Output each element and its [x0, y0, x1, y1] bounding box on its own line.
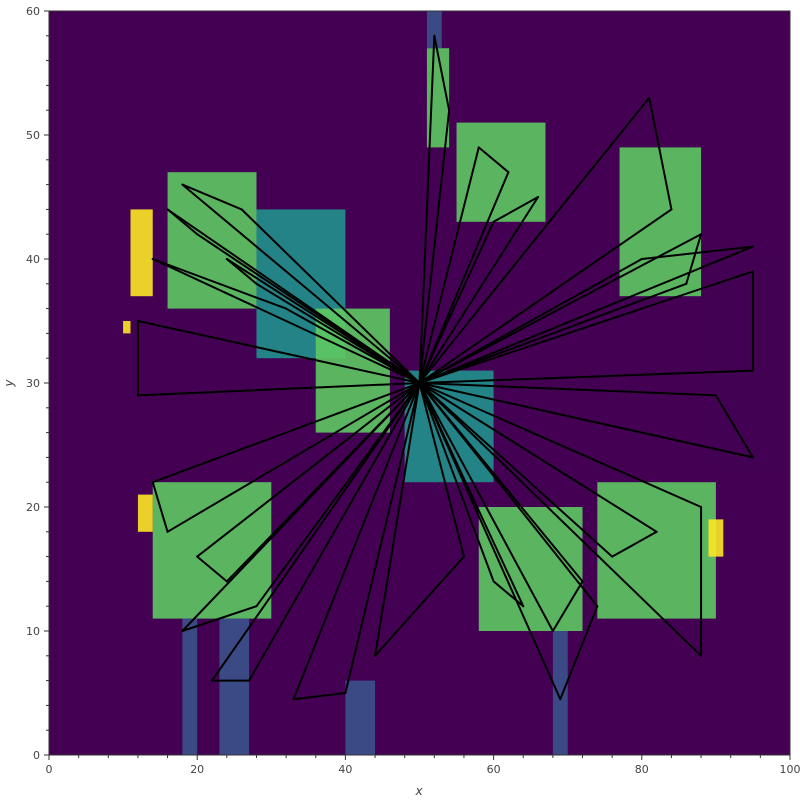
- trajectory-link: [640, 245, 754, 260]
- trajectory-segment: [151, 258, 421, 384]
- trajectory-link: [714, 394, 754, 459]
- trajectory-segment: [418, 233, 703, 384]
- trajectory-segment: [418, 382, 599, 608]
- trajectory-segment: [418, 245, 754, 384]
- trajectory-segment: [151, 382, 421, 484]
- trajectory-link: [181, 605, 258, 632]
- heatmap-cell: [597, 482, 716, 619]
- heatmap-cell: [426, 11, 442, 49]
- trajectory-layer: [136, 34, 754, 701]
- y-tick-label: 30: [26, 377, 40, 390]
- trajectory-segment: [418, 382, 554, 632]
- trajectory-segment: [418, 382, 754, 459]
- trajectory-segment: [166, 382, 421, 533]
- trajectory-link: [559, 605, 599, 701]
- heatmap-cell: [552, 631, 568, 755]
- x-tick-label: 60: [487, 763, 501, 776]
- trajectory-segment: [285, 307, 421, 384]
- trajectory-segment: [255, 382, 421, 608]
- y-tick-label: 20: [26, 501, 40, 514]
- trajectory-segment: [418, 382, 562, 701]
- trajectory-segment: [418, 258, 643, 384]
- trajectory-link: [151, 258, 288, 310]
- y-tick-label: 40: [26, 253, 40, 266]
- x-axis-label: x: [414, 784, 423, 798]
- x-tick-label: 40: [338, 763, 352, 776]
- trajectory-link: [551, 580, 584, 632]
- trajectory-segment: [418, 382, 717, 397]
- trajectory-link: [225, 258, 258, 285]
- trajectory-link: [374, 555, 465, 657]
- y-axis-label: y: [2, 379, 16, 388]
- trajectory-segment: [181, 183, 421, 384]
- trajectory-segment: [418, 382, 465, 558]
- trajectory-segment: [418, 270, 754, 384]
- trajectory-segment: [418, 369, 754, 384]
- y-tick-label: 10: [26, 625, 40, 638]
- heatmap-cell: [130, 209, 153, 297]
- trajectory-link: [492, 196, 540, 223]
- trajectory-link: [196, 555, 228, 583]
- trajectory-segment: [418, 382, 703, 508]
- trajectory-segment: [136, 320, 421, 384]
- x-tick-label: 0: [46, 763, 53, 776]
- trajectory-segment: [344, 382, 421, 694]
- trajectory-segment: [418, 208, 673, 384]
- trajectory-segment: [248, 382, 421, 682]
- trajectory-segment: [255, 282, 421, 384]
- trajectory-link: [151, 481, 169, 533]
- heatmap-cell: [708, 519, 724, 557]
- y-tick-label: 50: [26, 129, 40, 142]
- trajectory-link: [648, 96, 673, 211]
- trajectory-segment: [240, 208, 421, 384]
- trajectory-segment: [292, 382, 421, 701]
- trajectory-segment: [374, 382, 421, 657]
- trajectory-segment: [418, 109, 451, 384]
- heatmap-cell: [315, 308, 390, 433]
- trajectory-segment: [418, 34, 436, 384]
- x-axis: 0 20 40 60 80 100: [46, 755, 800, 776]
- trajectory-segment: [418, 171, 510, 384]
- y-tick-label: 60: [26, 5, 40, 18]
- heatmap-cell: [619, 147, 702, 297]
- heatmap-cell: [123, 321, 131, 334]
- trajectory-link: [181, 183, 243, 211]
- trajectory-segment: [418, 382, 658, 533]
- trajectory-link: [166, 208, 199, 236]
- trajectory-segment: [418, 196, 540, 384]
- y-tick-label: 0: [33, 749, 40, 762]
- trajectory-segment: [418, 220, 495, 384]
- heatmap-cell: [219, 618, 250, 755]
- x-tick-label: 20: [190, 763, 204, 776]
- trajectory-segment: [418, 382, 614, 558]
- trajectory-segment: [418, 382, 703, 657]
- trajectory-segment: [418, 146, 480, 384]
- y-axis: 0 10 20 30 40 50 60: [26, 5, 49, 762]
- heatmap-cell: [708, 259, 790, 470]
- trajectory-link: [685, 233, 703, 285]
- trajectory-segment: [418, 282, 688, 384]
- trajectory-link: [611, 530, 658, 558]
- trajectory-link: [433, 34, 451, 112]
- trajectory-segment: [418, 382, 495, 583]
- trajectory-link: [292, 692, 347, 701]
- heatmap-cell: [137, 494, 153, 532]
- trajectory-segment: [211, 382, 421, 682]
- x-tick-label: 80: [635, 763, 649, 776]
- trajectory-segment: [136, 382, 421, 397]
- heatmap-cell: [345, 680, 376, 755]
- heatmap-cell: [182, 618, 198, 755]
- x-tick-label: 100: [780, 763, 800, 776]
- heatmap-cell: [456, 122, 546, 222]
- trajectory-segment: [418, 96, 651, 384]
- trajectory-link: [477, 146, 510, 174]
- trajectory-link: [492, 580, 525, 608]
- trajectory-segment: [196, 382, 421, 558]
- heatmap-cell: [152, 482, 272, 619]
- trajectory-segment: [181, 382, 421, 632]
